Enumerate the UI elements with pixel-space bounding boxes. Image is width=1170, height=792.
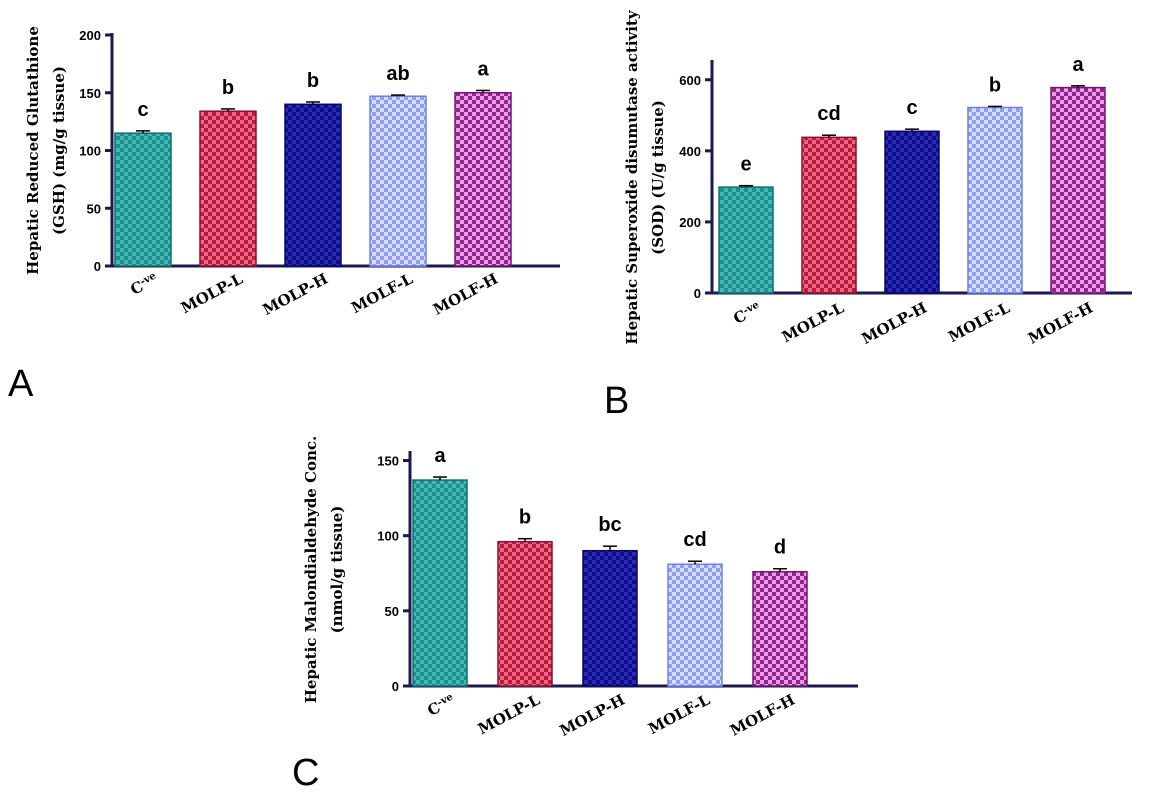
panel-c-category-base: MOLF-H [727,691,798,740]
panel-a-significance-letter: b [307,70,319,92]
panel-c-category-label: MOLF-L [645,690,713,738]
panel-c-significance-letter: b [519,507,531,529]
panel-c-category-base: MOLP-L [475,690,543,738]
panel-b-y-tick-label: 400 [679,144,701,159]
panel-a-y-tick-label: 150 [79,86,101,101]
panel-c-y-tick-label: 150 [377,454,399,469]
panel-c-category-sup: -ve [435,691,455,708]
panel-a-significance-letter: ab [386,63,409,85]
panel-b-category-label: MOLF-L [945,298,1013,346]
panel-a-category-label: MOLF-L [348,269,416,317]
panel-b-y-tick-label: 600 [679,73,701,88]
panel-a-bar-5 [454,92,512,267]
panel-b-category-base: MOLF-L [945,298,1013,346]
panel-b-bar-3 [884,130,940,294]
panel-b-y-axis-title-line1: Hepatic Superoxide disumutase activity [623,9,641,344]
panel-a-y-tick-label: 0 [94,259,101,274]
panel-a-bar-3 [284,103,342,267]
panel-b-category-base: MOLF-H [1025,299,1096,348]
panel-c-bar-3 [582,549,638,687]
panel-b-bar-1 [718,186,774,294]
panel-b-category-label: MOLP-L [779,298,847,346]
panel-b-significance-letter: b [989,74,1001,96]
panel-a-category-base: MOLF-H [430,270,501,319]
panel-a-y-tick-label: 50 [87,201,101,216]
panel-c-category-label: MOLP-L [475,690,543,738]
panel-a-category-base: MOLF-L [348,269,416,317]
panel-c-bar-1 [412,479,468,687]
panel-c-significance-letter: cd [683,529,706,551]
panel-b-significance-letter: a [1072,54,1084,76]
panel-a-y-tick-label: 100 [79,144,101,159]
panel-c-significance-letter: bc [598,514,621,536]
panel-a-y-axis-title-line1: Hepatic Reduced Glutathione [24,26,42,275]
panel-c-y-axis-title-line1: Hepatic Malondialdehyde Conc. [302,436,320,704]
panel-c-significance-letter: a [434,445,446,467]
panel-a-category-label: MOLP-L [178,269,246,317]
panel-a-category-label: C-ve [127,270,160,299]
panel-c-label: C [292,752,319,792]
panel-a-significance-letter: b [222,77,234,99]
panel-b-significance-letter: e [740,154,751,176]
panel-a-bar-2 [199,110,257,267]
panel-a-y-tick-label: 200 [79,28,101,43]
panel-a-category-base: MOLP-L [178,269,246,317]
panel-b-y-tick-label: 0 [694,286,701,301]
panel-b-category-base: MOLP-L [779,298,847,346]
panel-b-category-label: C-ve [730,299,763,328]
panel-b-bar-5 [1050,86,1106,294]
panel-a-category-label: MOLP-H [260,270,331,319]
panel-a-significance-letter: a [477,58,489,80]
panel-a-label: A [8,363,34,405]
panel-c-y-tick-label: 100 [377,529,399,544]
panel-c-bar-2 [497,540,553,687]
panel-c-y-tick-label: 0 [392,679,399,694]
panel-c-bar-5 [752,571,808,687]
panel-b-y-tick-label: 200 [679,215,701,230]
panel-c-bar-4 [667,563,723,687]
panel-a-bar-4 [369,95,427,267]
panel-c-y-tick-label: 50 [385,604,399,619]
panel-a-category-sup: -ve [138,270,158,287]
panel-a-category-base: MOLP-H [260,270,331,319]
panel-b-y-axis-title-line2: (SOD) (U/g tissue) [649,100,667,255]
panel-b-category-sup: -ve [741,299,761,316]
panel-b-significance-letter: c [906,97,917,119]
panel-b-category-label: MOLF-H [1025,299,1096,348]
panel-a-bar-1 [114,132,172,267]
panel-c-category-label: MOLP-H [557,691,628,740]
panel-b-label: B [604,380,629,422]
panel-b-bar-2 [801,136,857,294]
panel-c-significance-letter: d [774,537,786,559]
panel-c-category-label: MOLF-H [727,691,798,740]
panel-a-chart: 0 50 100 150 200 c C-ve b MOLP-L b MOLP-H ab MOLF-L a… [8,26,560,405]
panel-b-category-label: MOLP-H [859,299,930,348]
panel-a-y-axis-title-line2: (GSH) (mg/g tissue) [50,66,68,235]
panel-b-chart: 0 200 400 600 e C-ve cd MOLP-L c MOLP-H b MOLF-L a MO… [604,9,1132,422]
panel-c-category-base: MOLF-L [645,690,713,738]
panel-c-category-label: C-ve [424,691,457,720]
panel-a-significance-letter: c [137,99,148,121]
panel-c-y-axis-title-line2: (nmol/g tissue) [328,506,346,634]
panel-b-significance-letter: cd [817,103,840,125]
panel-a-category-label: MOLF-H [430,270,501,319]
panel-c-category-base: MOLP-H [557,691,628,740]
panel-b-category-base: MOLP-H [859,299,930,348]
panel-b-bar-4 [967,106,1023,294]
